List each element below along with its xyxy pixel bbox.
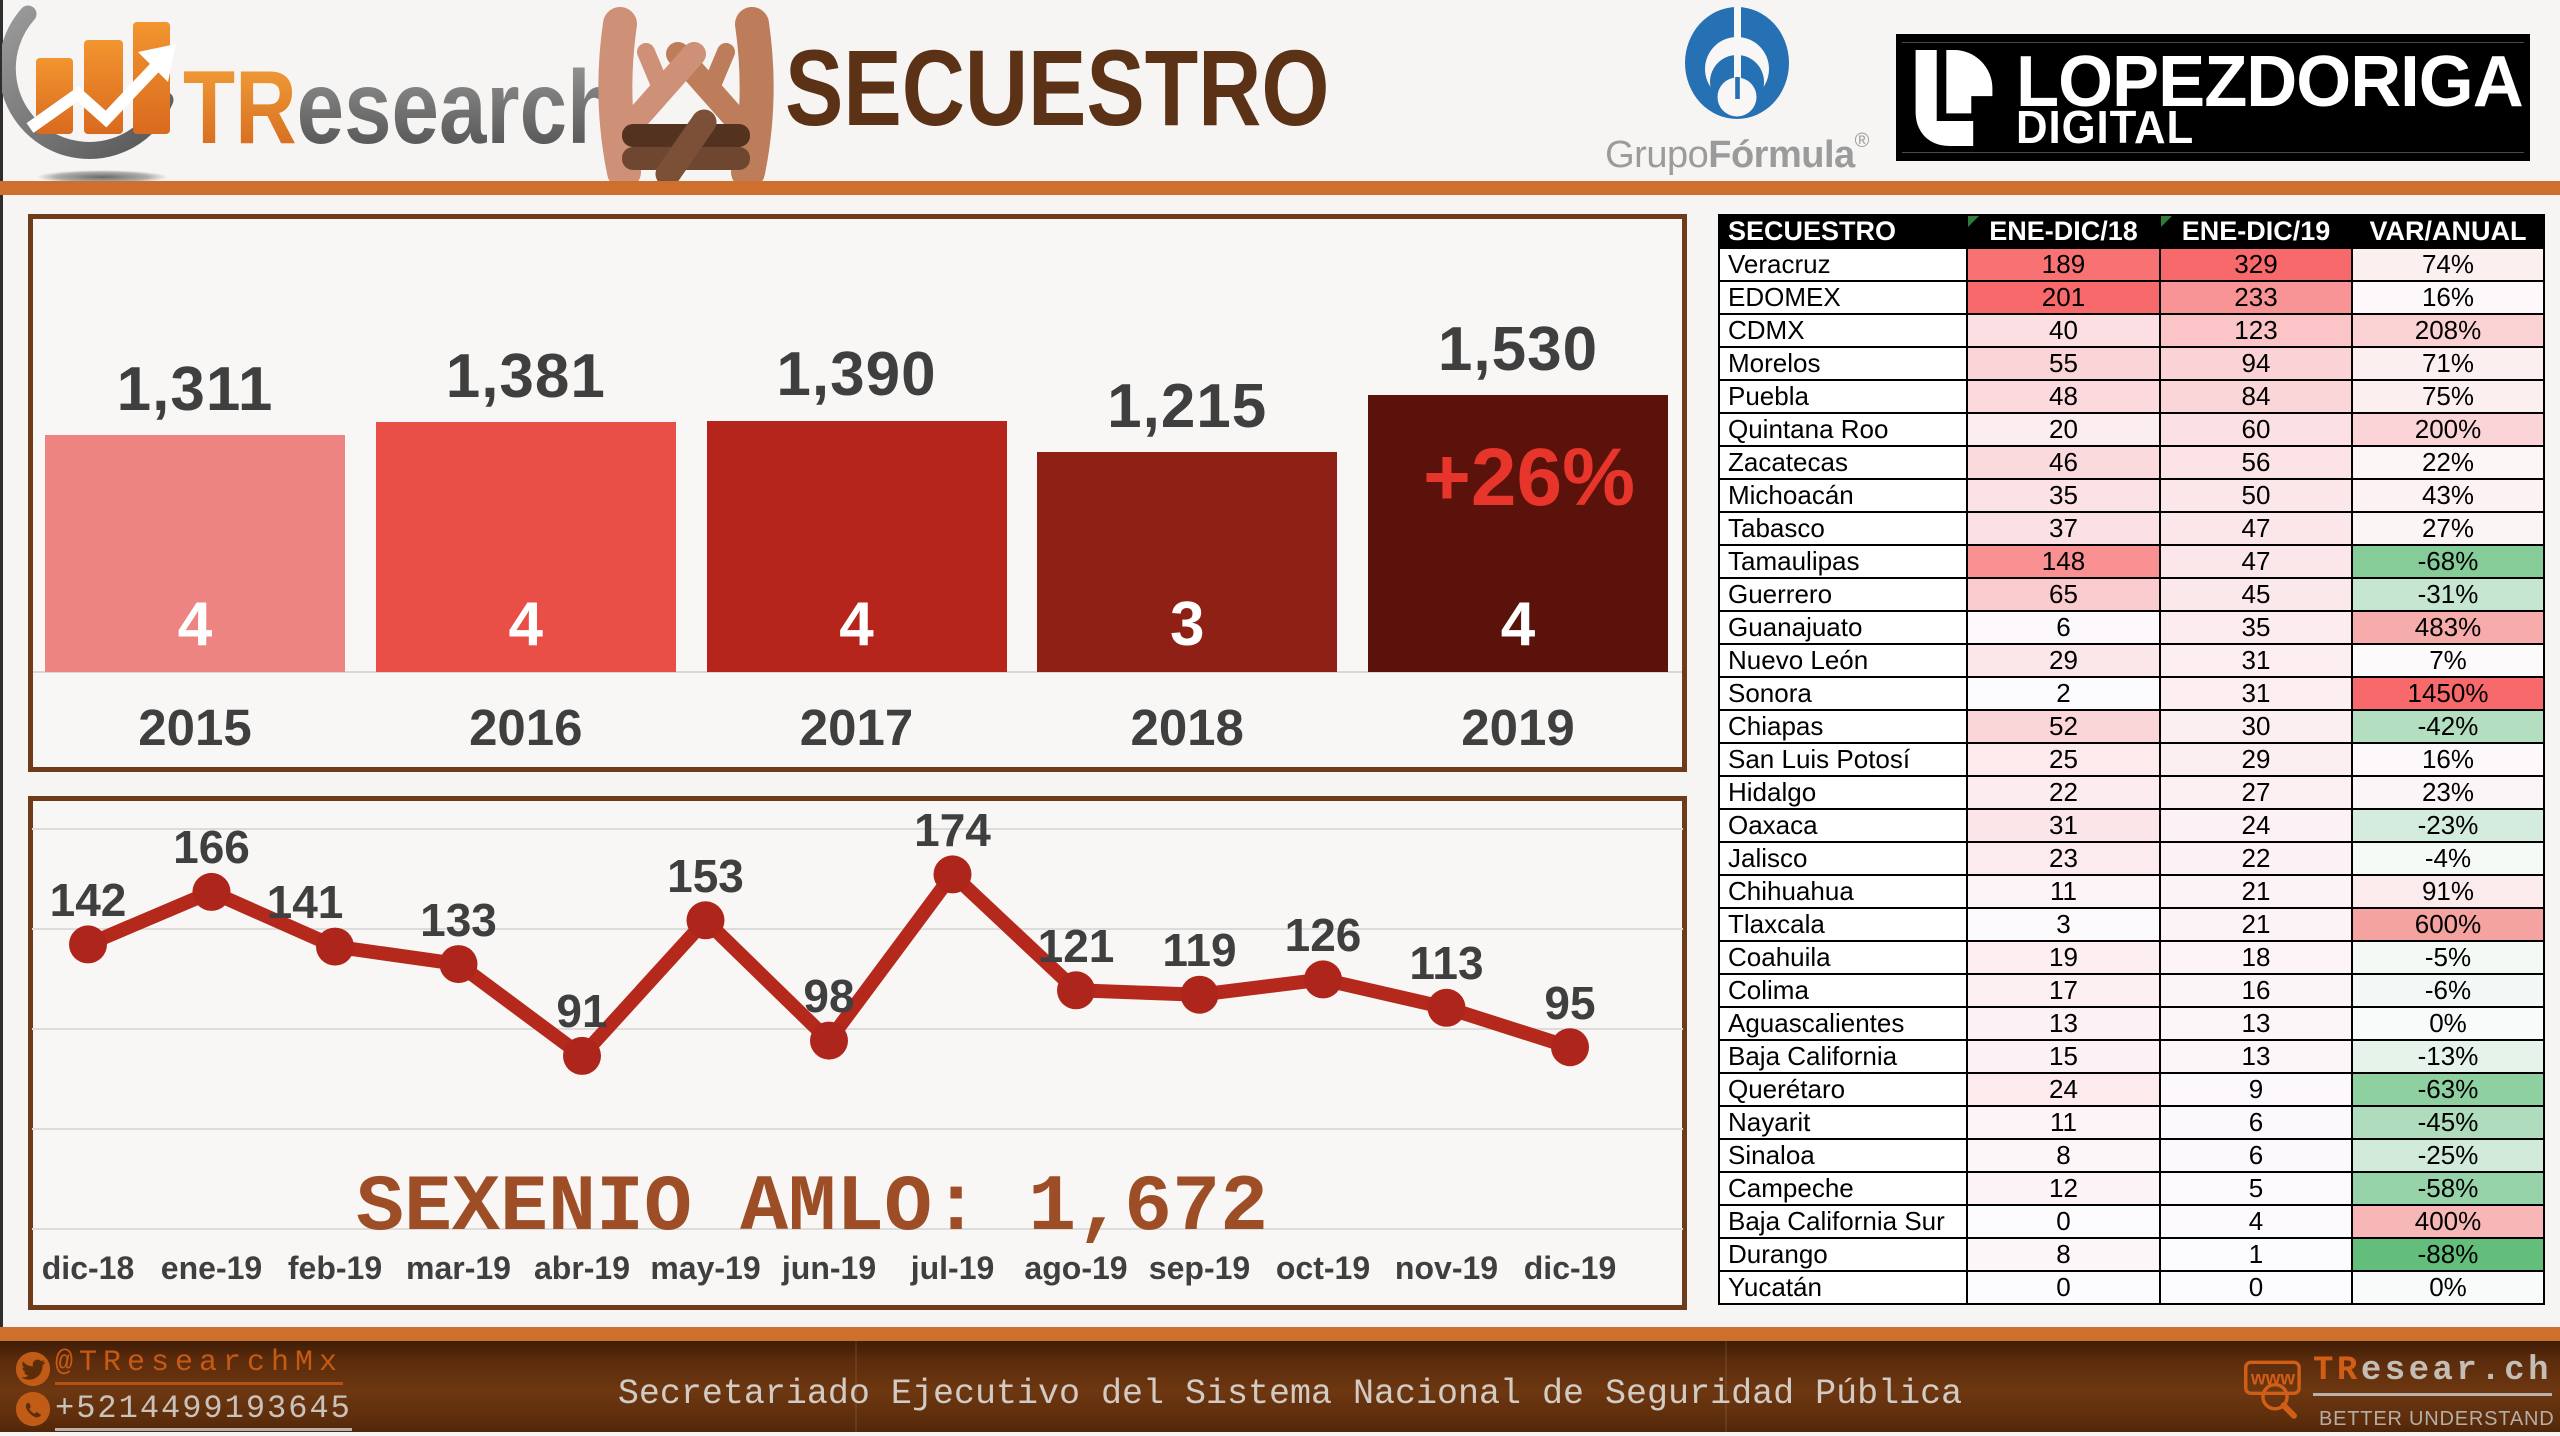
svg-text:www: www (2250, 1369, 2295, 1390)
